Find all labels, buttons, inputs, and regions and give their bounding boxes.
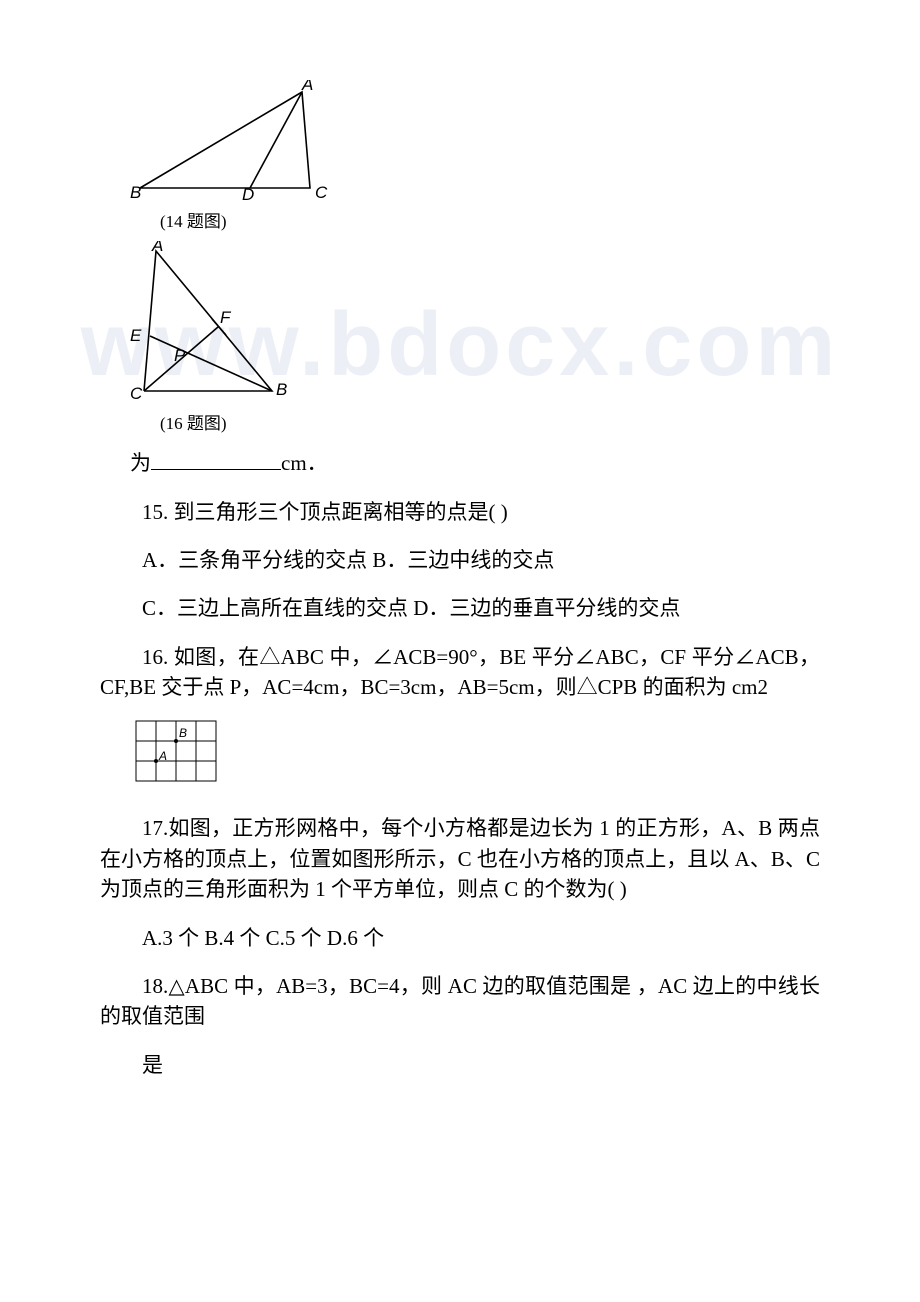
label-B: B — [130, 183, 141, 200]
figure-16-caption: (16 题图) — [160, 412, 820, 437]
q17-opts: A.3 个 B.4 个 C.5 个 D.6 个 — [100, 923, 820, 953]
label-A17: A — [158, 749, 167, 763]
label-P16: P — [174, 346, 186, 365]
figure-16: A E F P C B — [130, 241, 820, 409]
label-D: D — [242, 185, 254, 200]
blank-cm — [151, 449, 281, 470]
triangle-16-svg: A E F P C B — [130, 241, 300, 401]
line-wei: 为 cm． — [130, 448, 820, 478]
label-A: A — [301, 80, 313, 94]
label-C16: C — [130, 384, 143, 401]
label-F16: F — [220, 308, 232, 327]
q16-text: 16. 如图，在△ABC 中，∠ACB=90°，BE 平分∠ABC，CF 平分∠… — [100, 642, 820, 703]
triangle-14-svg: A B C D — [130, 80, 340, 200]
q18-tail: 是 — [100, 1050, 820, 1080]
q15-stem: 15. 到三角形三个顶点距离相等的点是( ) — [100, 497, 820, 527]
label-B17: B — [179, 726, 187, 740]
q15-optAB: A．三条角平分线的交点 B．三边中线的交点 — [100, 545, 820, 575]
figure-14: A B C D — [130, 80, 820, 208]
label-B16: B — [276, 380, 287, 399]
q15-optCD: C．三边上高所在直线的交点 D．三边的垂直平分线的交点 — [100, 593, 820, 623]
grid-17-svg: A B — [130, 715, 222, 787]
wei-text: 为 — [130, 451, 151, 475]
figure-14-caption: (14 题图) — [160, 210, 820, 235]
label-C: C — [315, 183, 328, 200]
wei-unit: cm． — [281, 451, 328, 475]
q17-text: 17.如图，正方形网格中，每个小方格都是边长为 1 的正方形，A、B 两点在小方… — [100, 813, 820, 904]
q18-text: 18.△ABC 中，AB=3，BC=4，则 AC 边的取值范围是 ，AC 边上的… — [100, 971, 820, 1032]
label-A16: A — [151, 241, 163, 255]
label-E16: E — [130, 326, 142, 345]
figure-17: A B — [130, 715, 820, 795]
page-content: A B C D (14 题图) A E F — [100, 80, 820, 1080]
